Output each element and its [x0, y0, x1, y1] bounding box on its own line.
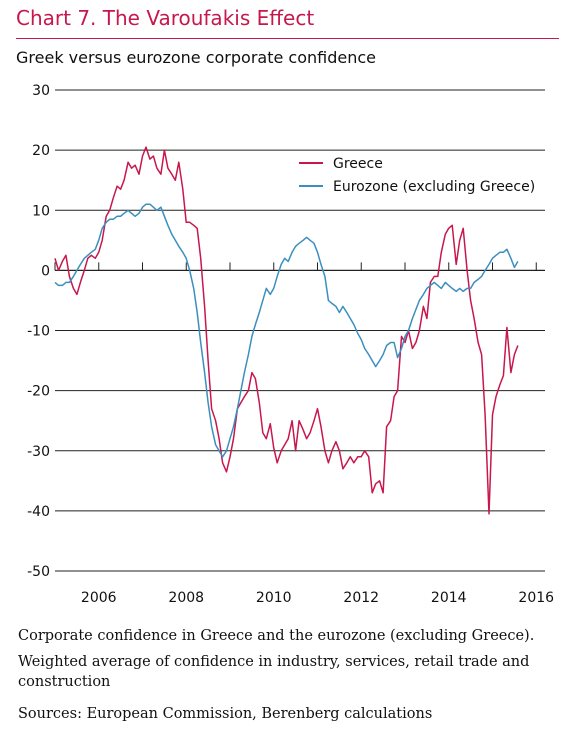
y-tick-label: 20 [32, 143, 50, 159]
y-tick-label: -40 [27, 504, 50, 520]
x-tick-label: 2014 [431, 590, 467, 606]
chart-title: Chart 7. The Varoufakis Effect [16, 6, 315, 30]
y-tick-label: 10 [32, 203, 50, 219]
x-tick-label: 2010 [256, 590, 292, 606]
x-tick-label: 2006 [81, 590, 117, 606]
legend-label-eurozone: Eurozone (excluding Greece) [333, 179, 535, 195]
y-tick-label: -30 [27, 444, 50, 460]
series-line-greece [54, 146, 519, 515]
y-tick-label: -20 [27, 384, 50, 400]
footnote-description: Corporate confidence in Greece and the e… [18, 628, 535, 644]
x-tick-label: 2008 [168, 590, 204, 606]
x-tick-label: 2016 [518, 590, 554, 606]
y-tick-label: 30 [32, 83, 50, 99]
y-tick-label: -10 [27, 324, 50, 340]
series-line-eurozone [54, 203, 519, 458]
x-tick-label: 2012 [343, 590, 379, 606]
legend-label-greece: Greece [333, 156, 383, 172]
chart-subtitle: Greek versus eurozone corporate confiden… [16, 48, 376, 67]
y-tick-label: 0 [41, 263, 50, 279]
footnote-detail: Weighted average of confidence in indust… [18, 654, 530, 690]
footnote-sources: Sources: European Commission, Berenberg … [18, 706, 433, 722]
title-divider [16, 38, 559, 39]
y-tick-label: -50 [27, 564, 50, 580]
